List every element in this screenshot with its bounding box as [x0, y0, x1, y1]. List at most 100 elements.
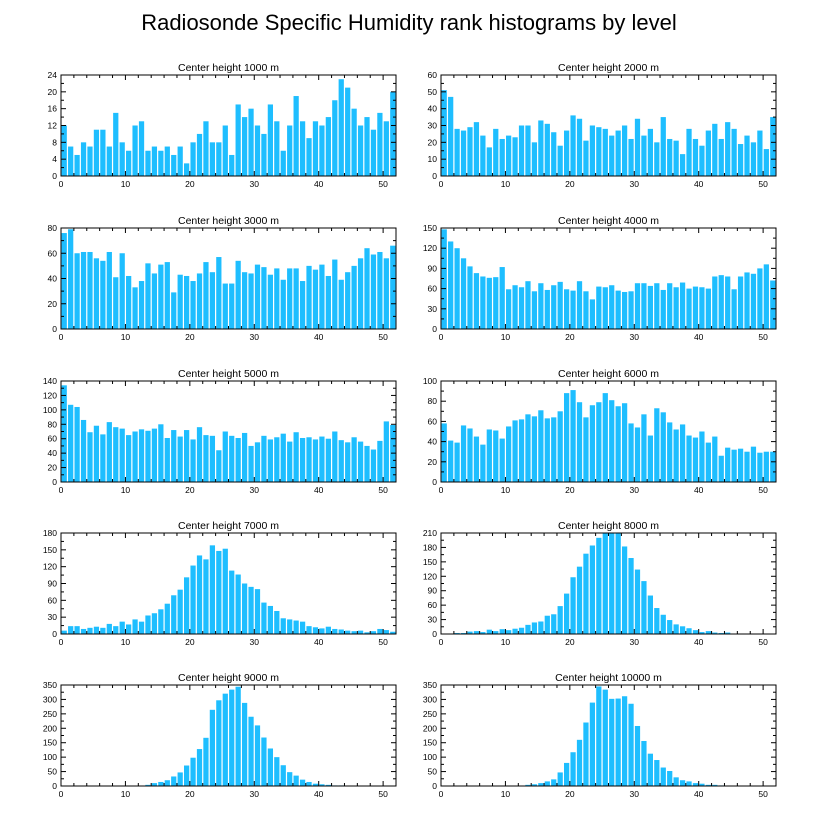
x-tick-label: 0 [439, 789, 444, 799]
histogram-bar [679, 154, 686, 176]
histogram-bar [325, 626, 331, 634]
histogram-bar [229, 154, 235, 176]
histogram-bar [750, 446, 757, 482]
histogram-bar [731, 128, 737, 176]
histogram-bar [589, 405, 596, 482]
y-tick-label: 20 [48, 87, 58, 97]
histogram-bar [596, 402, 602, 482]
histogram-bar [119, 621, 125, 634]
y-tick-label: 150 [43, 738, 57, 748]
x-tick-label: 20 [185, 179, 195, 189]
histogram-bar [151, 273, 158, 329]
histogram-bar [699, 287, 705, 329]
histogram-bar [293, 620, 299, 634]
y-tick-label: 350 [423, 680, 437, 690]
y-tick-label: 0 [432, 324, 437, 334]
x-tick-label: 50 [758, 789, 768, 799]
histogram-bar [512, 420, 518, 482]
histogram-bar [203, 435, 209, 482]
histogram-bar [241, 432, 248, 482]
histogram-bar [306, 781, 312, 786]
histogram-bar [338, 79, 344, 176]
histogram-bar [686, 435, 692, 482]
histogram-bar [699, 145, 705, 176]
histogram-bar [119, 253, 125, 329]
histogram-bar [757, 268, 763, 329]
y-tick-label: 0 [52, 171, 57, 181]
histogram-bar [93, 258, 100, 329]
histogram-bar [770, 451, 776, 482]
x-tick-label: 20 [185, 789, 195, 799]
histogram-bar [467, 266, 473, 329]
histogram-bar [93, 425, 100, 482]
y-tick-label: 16 [48, 104, 58, 114]
y-tick-label: 180 [423, 542, 437, 552]
histogram-bar [686, 628, 692, 634]
histogram-bar [557, 281, 563, 329]
histogram-bar [171, 154, 177, 176]
histogram-bar [171, 595, 177, 634]
histogram-bar [725, 447, 731, 482]
histogram-bar [177, 274, 183, 329]
histogram-bar [686, 781, 692, 786]
histogram-bar [383, 421, 389, 482]
histogram-bar [383, 121, 389, 176]
x-tick-label: 20 [565, 485, 575, 495]
x-tick-label: 0 [59, 332, 64, 342]
histogram-bar [473, 273, 480, 329]
histogram-bar [209, 545, 216, 634]
histogram-bar [119, 428, 125, 482]
histogram-bar [602, 393, 608, 482]
histogram-bar [564, 593, 570, 634]
histogram-bar [184, 765, 190, 786]
y-tick-label: 150 [423, 223, 437, 233]
histogram-bar [87, 251, 93, 329]
histogram-bar [345, 630, 351, 634]
histogram-bar [287, 772, 293, 786]
histogram-bar [113, 626, 119, 634]
histogram-bar [293, 775, 299, 786]
histogram-bar [731, 449, 737, 482]
histogram-bar [589, 125, 596, 176]
histogram-bar [222, 431, 228, 482]
y-tick-label: 60 [428, 70, 438, 80]
y-tick-label: 350 [43, 680, 57, 690]
x-tick-label: 0 [59, 179, 64, 189]
histogram-bar [61, 385, 67, 482]
histogram-bar [480, 632, 486, 634]
histogram-bar [531, 622, 538, 634]
histogram-bar [634, 427, 641, 482]
x-tick-label: 0 [59, 637, 64, 647]
histogram-bar [557, 772, 563, 786]
histogram-bar [338, 279, 344, 329]
histogram-bar [113, 427, 119, 482]
histogram-bar [184, 577, 190, 634]
x-tick-label: 30 [630, 179, 640, 189]
histogram-bar [325, 117, 331, 176]
histogram-bar [280, 433, 286, 482]
histogram-bar [725, 632, 731, 634]
histogram-bar [467, 428, 473, 482]
histogram-bar [190, 757, 196, 786]
x-tick-label: 40 [314, 485, 324, 495]
histogram-bar [383, 258, 389, 329]
histogram-bar [441, 423, 447, 482]
histogram-bar [538, 283, 544, 329]
histogram-bar [351, 108, 357, 176]
x-tick-label: 0 [439, 179, 444, 189]
panel-title: Center height 9000 m [178, 672, 279, 684]
histogram-bar [538, 621, 544, 634]
y-tick-label: 30 [48, 612, 58, 622]
histogram-bar [164, 437, 170, 482]
histogram-bar [583, 291, 589, 329]
x-tick-label: 30 [250, 332, 260, 342]
y-tick-label: 80 [48, 223, 58, 233]
histogram-bar [312, 439, 319, 482]
histogram-bar [184, 430, 190, 482]
histogram-bar [737, 276, 744, 329]
y-tick-label: 250 [43, 709, 57, 719]
histogram-bar [570, 390, 576, 482]
histogram-bar [544, 123, 550, 176]
histogram-bar [222, 693, 228, 786]
